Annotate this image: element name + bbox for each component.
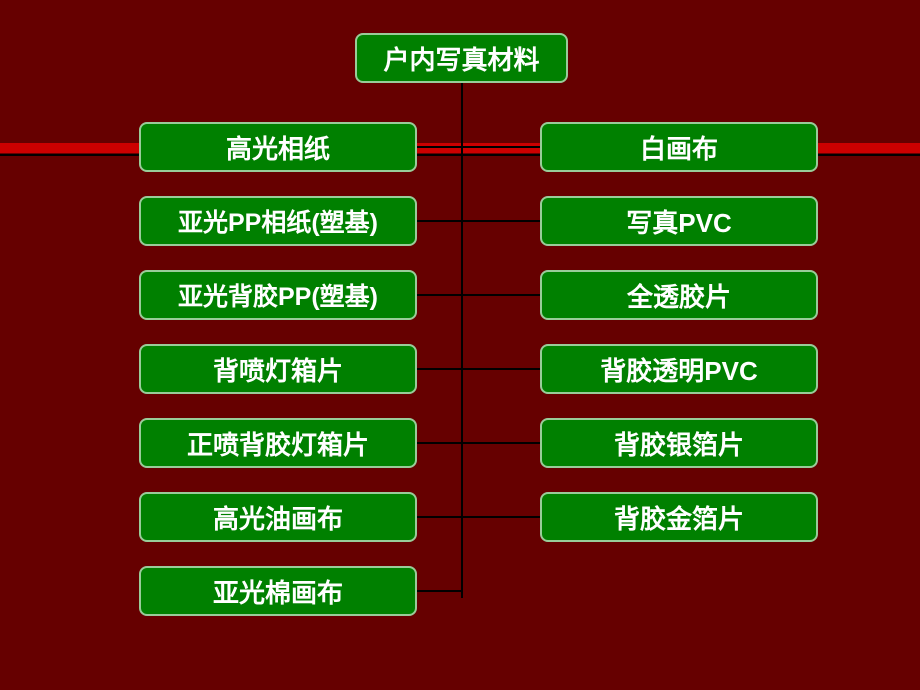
right-node-0: 白画布 bbox=[540, 122, 818, 172]
left-node-label-4: 正喷背胶灯箱片 bbox=[187, 425, 369, 462]
right-node-label-4: 背胶银箔片 bbox=[614, 425, 744, 462]
left-connector-0 bbox=[417, 146, 463, 148]
left-connector-4 bbox=[417, 442, 463, 444]
right-connector-3 bbox=[461, 368, 540, 370]
left-node-4: 正喷背胶灯箱片 bbox=[139, 418, 417, 468]
left-node-label-2: 亚光背胶PP(塑基) bbox=[178, 277, 378, 313]
right-connector-1 bbox=[461, 220, 540, 222]
right-node-5: 背胶金箔片 bbox=[540, 492, 818, 542]
left-node-3: 背喷灯箱片 bbox=[139, 344, 417, 394]
right-connector-2 bbox=[461, 294, 540, 296]
right-node-label-3: 背胶透明PVC bbox=[600, 351, 757, 388]
right-node-label-5: 背胶金箔片 bbox=[614, 499, 744, 536]
left-node-5: 高光油画布 bbox=[139, 492, 417, 542]
left-connector-1 bbox=[417, 220, 463, 222]
right-connector-0 bbox=[461, 146, 540, 148]
root-node: 户内写真材料 bbox=[355, 33, 568, 83]
right-node-3: 背胶透明PVC bbox=[540, 344, 818, 394]
left-node-6: 亚光棉画布 bbox=[139, 566, 417, 616]
left-node-label-1: 亚光PP相纸(塑基) bbox=[178, 203, 378, 239]
left-connector-3 bbox=[417, 368, 463, 370]
right-node-label-0: 白画布 bbox=[640, 129, 718, 166]
left-connector-6 bbox=[417, 590, 463, 592]
left-node-2: 亚光背胶PP(塑基) bbox=[139, 270, 417, 320]
right-node-label-2: 全透胶片 bbox=[627, 277, 731, 314]
right-connector-4 bbox=[461, 442, 540, 444]
left-node-label-6: 亚光棉画布 bbox=[213, 573, 343, 610]
right-node-1: 写真PVC bbox=[540, 196, 818, 246]
left-node-1: 亚光PP相纸(塑基) bbox=[139, 196, 417, 246]
root-label: 户内写真材料 bbox=[383, 40, 539, 77]
left-node-label-3: 背喷灯箱片 bbox=[213, 351, 343, 388]
left-connector-5 bbox=[417, 516, 463, 518]
right-connector-5 bbox=[461, 516, 540, 518]
trunk-line bbox=[461, 80, 463, 598]
left-node-label-0: 高光相纸 bbox=[226, 129, 330, 166]
right-node-4: 背胶银箔片 bbox=[540, 418, 818, 468]
left-node-label-5: 高光油画布 bbox=[213, 499, 343, 536]
right-node-label-1: 写真PVC bbox=[626, 203, 731, 240]
left-connector-2 bbox=[417, 294, 463, 296]
right-node-2: 全透胶片 bbox=[540, 270, 818, 320]
left-node-0: 高光相纸 bbox=[139, 122, 417, 172]
